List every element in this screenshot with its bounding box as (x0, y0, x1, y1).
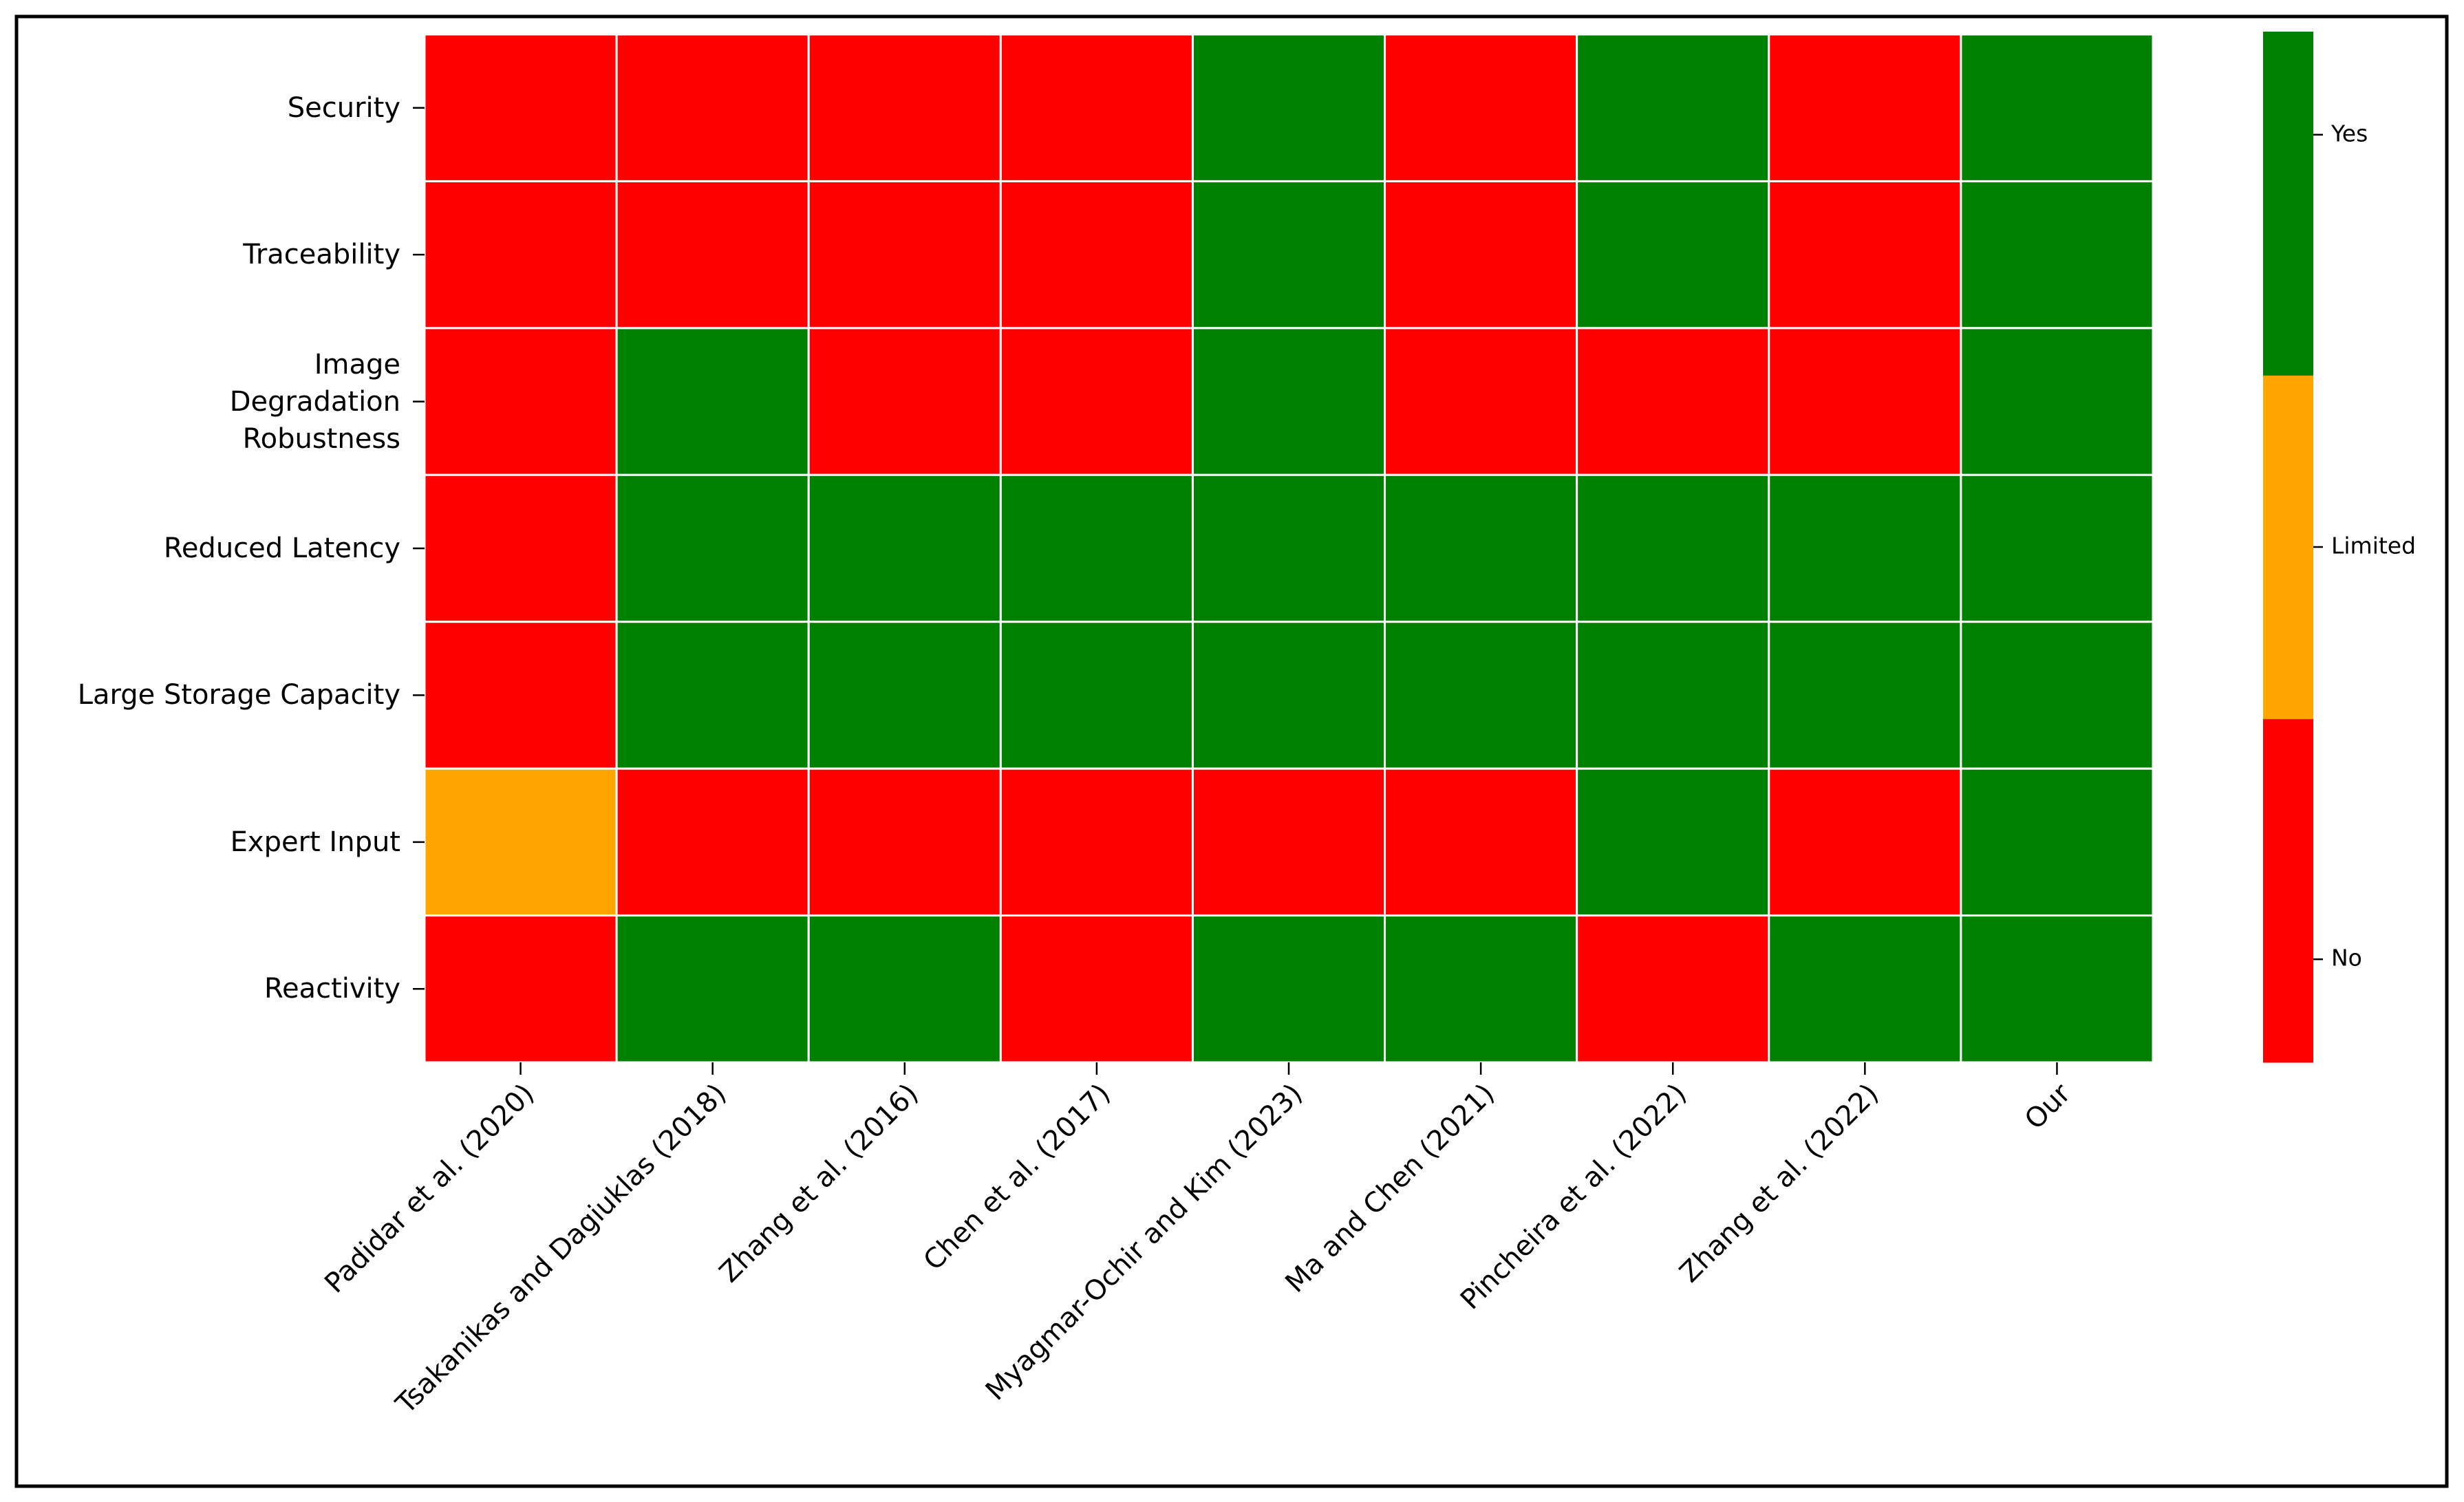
cell (999, 473, 1194, 623)
cell (1960, 33, 2154, 182)
cell (1191, 767, 1386, 917)
cell (1384, 180, 1578, 330)
cell (1768, 767, 1962, 917)
cell (1768, 180, 1962, 330)
cell (1768, 473, 1962, 623)
cell (999, 180, 1194, 330)
cell (999, 33, 1194, 182)
cell (807, 767, 1002, 917)
y-tick-label: Reactivity (264, 973, 400, 1005)
cell (1384, 33, 1578, 182)
x-tick-label: Our (2019, 1077, 2077, 1136)
cell (615, 767, 810, 917)
cell (807, 621, 1002, 770)
cell (423, 473, 618, 623)
cell (1191, 914, 1386, 1064)
cell (1191, 180, 1386, 330)
x-tick-label: Pincheira et al. (2022) (1455, 1077, 1693, 1316)
frame (14, 14, 2449, 1488)
cell (1384, 767, 1578, 917)
cell (423, 327, 618, 476)
x-tick-label: Tsakanikas and Dagiuklas (2018) (389, 1077, 732, 1420)
cell (1768, 33, 1962, 182)
cell (999, 327, 1194, 476)
cell (1576, 473, 1770, 623)
cell (423, 33, 618, 182)
colorbar-segment (2263, 375, 2313, 720)
cell (1576, 327, 1770, 476)
cell (1576, 621, 1770, 770)
colorbar-segment (2263, 718, 2313, 1063)
cell (1384, 473, 1578, 623)
cell (615, 33, 810, 182)
cell (615, 621, 810, 770)
cell (423, 914, 618, 1064)
cell (1191, 621, 1386, 770)
y-tick-label: Security (287, 92, 400, 124)
cell (1960, 621, 2154, 770)
cell (807, 180, 1002, 330)
cell (999, 621, 1194, 770)
cell (1576, 33, 1770, 182)
x-tick-label: Zhang et al. (2016) (714, 1077, 925, 1289)
cell (1960, 473, 2154, 623)
cell (807, 327, 1002, 476)
cell (1960, 767, 2154, 917)
cell (999, 767, 1194, 917)
x-tick-label: Zhang et al. (2022) (1673, 1077, 1885, 1289)
cell (423, 621, 618, 770)
x-tick-label: Myagmar-Ochir and Kim (2023) (980, 1077, 1309, 1406)
y-tick-label: Expert Input (230, 826, 400, 858)
cell (1384, 327, 1578, 476)
cell (615, 914, 810, 1064)
colorbar-tick-label: Yes (2331, 120, 2368, 147)
cell (807, 33, 1002, 182)
y-tick-label: Traceability (243, 239, 400, 271)
x-tick-label: Chen et al. (2017) (918, 1077, 1117, 1276)
cell (1384, 914, 1578, 1064)
cell (615, 327, 810, 476)
cell (807, 473, 1002, 623)
cell (615, 180, 810, 330)
cell (1576, 767, 1770, 917)
cell (1960, 327, 2154, 476)
cell (1576, 180, 1770, 330)
cell (807, 914, 1002, 1064)
x-tick-label: Ma and Chen (2021) (1279, 1077, 1501, 1299)
cell (423, 180, 618, 330)
colorbar-tick-label: No (2331, 945, 2362, 972)
cell (615, 473, 810, 623)
cell (1960, 914, 2154, 1064)
cell (999, 914, 1194, 1064)
colorbar-tick-label: Limited (2331, 533, 2416, 559)
cell (1768, 327, 1962, 476)
x-tick-label: Padidar et al. (2020) (319, 1077, 540, 1299)
cell (1191, 33, 1386, 182)
cell (1576, 914, 1770, 1064)
cell (1191, 327, 1386, 476)
y-tick-label: Large Storage Capacity (77, 679, 400, 711)
cell (1768, 621, 1962, 770)
cell (1384, 621, 1578, 770)
y-tick-label: Image Degradation Robustness (229, 348, 400, 455)
cell (1768, 914, 1962, 1064)
cell (1960, 180, 2154, 330)
colorbar-segment (2263, 32, 2313, 376)
cell (1191, 473, 1386, 623)
y-tick-label: Reduced Latency (163, 533, 400, 564)
cell (423, 767, 618, 917)
